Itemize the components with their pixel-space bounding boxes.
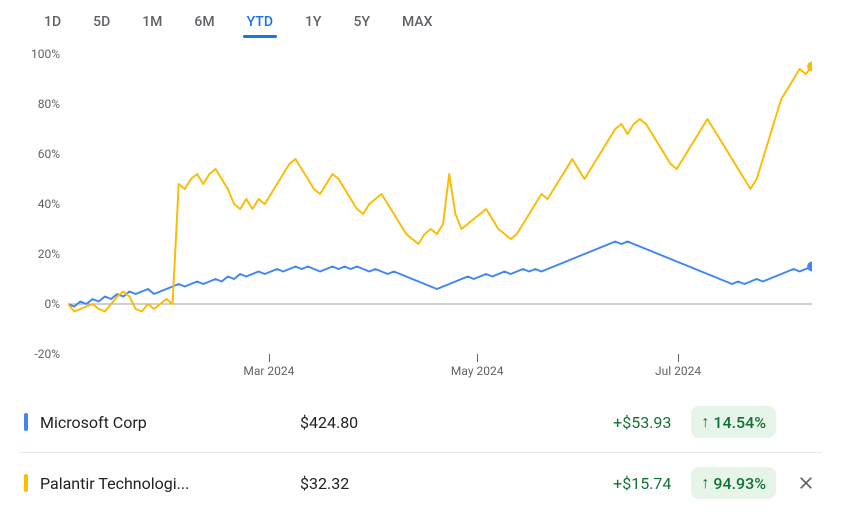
y-axis-label: 40% bbox=[38, 197, 60, 211]
tab-6m[interactable]: 6M bbox=[178, 8, 230, 36]
y-axis-label: 100% bbox=[31, 47, 60, 61]
x-axis-label: Jul 2024 bbox=[655, 364, 701, 378]
tab-max[interactable]: MAX bbox=[386, 8, 449, 36]
close-icon bbox=[797, 474, 815, 492]
y-axis-label: 20% bbox=[38, 247, 60, 261]
x-axis-label: Mar 2024 bbox=[243, 364, 294, 378]
chart-series-line bbox=[68, 67, 812, 312]
legend-row-pltr[interactable]: Palantir Technologi... $32.32 +$15.74 94… bbox=[20, 452, 822, 513]
legend-pct-badge: 14.54% bbox=[691, 406, 776, 438]
tab-5y[interactable]: 5Y bbox=[337, 8, 386, 36]
legend-name: Microsoft Corp bbox=[40, 413, 300, 432]
tab-1d[interactable]: 1D bbox=[28, 8, 77, 36]
legend-row-msft[interactable]: Microsoft Corp $424.80 +$53.93 14.54% bbox=[20, 392, 822, 452]
remove-comparison-button[interactable] bbox=[794, 471, 818, 495]
x-axis-label: May 2024 bbox=[451, 364, 504, 378]
chart-area: -20%0%20%40%60%80%100% Mar 2024May 2024J… bbox=[20, 54, 822, 384]
tab-ytd[interactable]: YTD bbox=[231, 8, 289, 36]
y-axis-label: 80% bbox=[38, 97, 60, 111]
tab-5d[interactable]: 5D bbox=[77, 8, 126, 36]
tab-1y[interactable]: 1Y bbox=[289, 8, 338, 36]
legend-color-bar bbox=[24, 413, 28, 431]
legend-change: +$15.74 bbox=[551, 474, 671, 493]
legend-price: $424.80 bbox=[300, 413, 440, 432]
tab-1m[interactable]: 1M bbox=[126, 8, 178, 36]
time-range-tabs: 1D 5D 1M 6M YTD 1Y 5Y MAX bbox=[20, 8, 822, 36]
y-axis-label: -20% bbox=[34, 347, 60, 361]
chart-series-end-marker bbox=[807, 262, 812, 272]
legend-color-bar bbox=[24, 474, 28, 492]
x-axis: Mar 2024 May 2024 Jul 2024 bbox=[68, 358, 812, 384]
chart-series-line bbox=[68, 242, 812, 307]
comparison-legend: Microsoft Corp $424.80 +$53.93 14.54% Pa… bbox=[20, 392, 822, 513]
chart-series-end-marker bbox=[807, 62, 812, 72]
y-axis: -20%0%20%40%60%80%100% bbox=[20, 54, 64, 354]
y-axis-label: 60% bbox=[38, 147, 60, 161]
legend-name: Palantir Technologi... bbox=[40, 474, 300, 493]
chart-plot[interactable] bbox=[68, 54, 812, 354]
legend-pct-badge: 94.93% bbox=[691, 467, 776, 499]
legend-price: $32.32 bbox=[300, 474, 440, 493]
legend-change: +$53.93 bbox=[551, 413, 671, 432]
y-axis-label: 0% bbox=[44, 297, 60, 311]
